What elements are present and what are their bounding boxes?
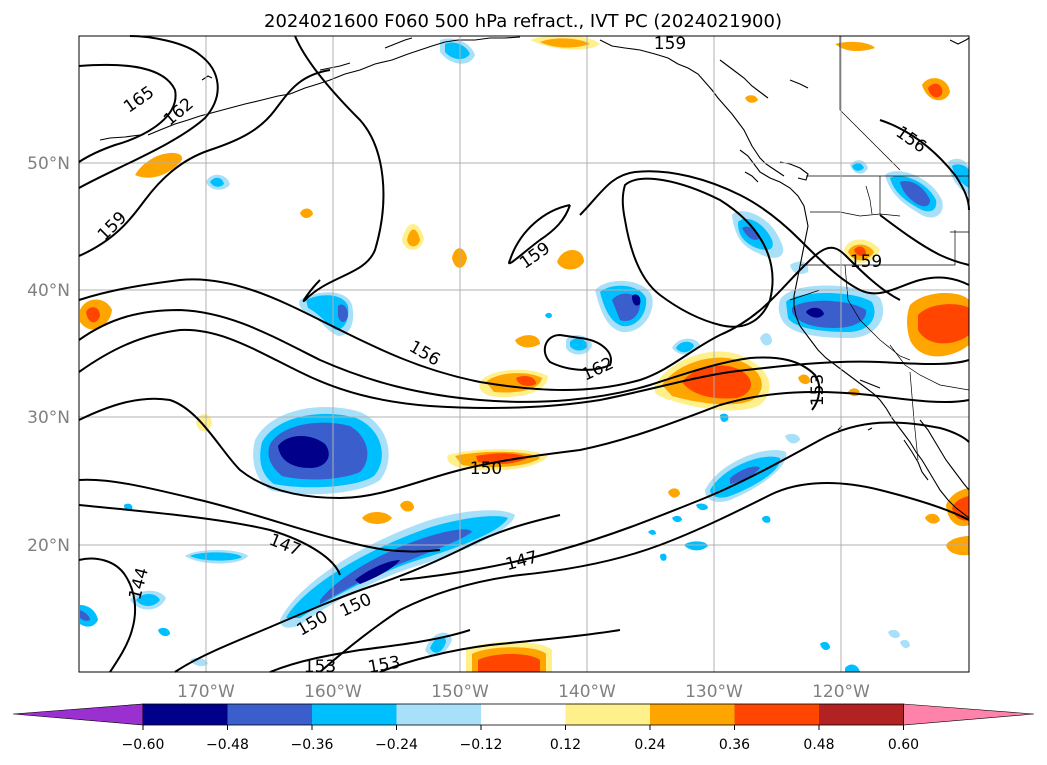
contour-162	[78, 35, 219, 189]
colorbar-tick-label: −0.24	[375, 737, 418, 753]
lon-label: 170°W	[177, 682, 235, 702]
positive-anomaly-fills	[80, 35, 969, 672]
colorbar-segment	[734, 704, 819, 725]
contour-150-arc	[78, 328, 970, 409]
lat-label: 40°N	[27, 281, 70, 301]
contour-156-main	[78, 246, 901, 391]
contour-156-ne	[879, 119, 970, 211]
colorbar-tick-label: 0.36	[719, 737, 750, 753]
colorbar-extend-right	[903, 703, 1035, 726]
political-borders	[789, 36, 970, 461]
contour-label: 159	[850, 252, 882, 272]
colorbar-tick-label: 0.60	[888, 737, 919, 753]
lon-label: 150°W	[431, 682, 489, 702]
contour-150-southern	[78, 391, 970, 500]
colorbar-segment	[143, 704, 228, 725]
negative-anomaly-fills	[80, 38, 969, 672]
colorbar-extend-left	[12, 703, 144, 726]
longitude-labels: 170°W 160°W 150°W 140°W 130°W 120°W	[177, 682, 870, 702]
lat-label: 20°N	[27, 536, 70, 556]
lat-label: 30°N	[27, 408, 70, 428]
contour-144	[78, 557, 137, 673]
contour-label: 153	[808, 374, 828, 406]
colorbar: −0.60 −0.48 −0.36 −0.24 −0.12 0.12 0.24 …	[12, 703, 1035, 753]
contour-159-ne	[879, 214, 970, 266]
contour-150-south-east	[319, 482, 970, 673]
coastlines	[99, 36, 970, 519]
contour-165	[78, 63, 177, 163]
colorbar-tick-label: 0.12	[550, 737, 581, 753]
gridlines	[79, 36, 969, 672]
refractivity-contours	[78, 35, 970, 673]
contour-159-north	[294, 35, 385, 302]
contour-156-inner	[621, 177, 774, 328]
colorbar-segment	[396, 704, 481, 725]
contour-label: 150	[470, 459, 502, 479]
contour-label: 153	[366, 652, 401, 677]
latitude-labels: 50°N 40°N 30°N 20°N	[27, 154, 70, 556]
contour-label: 153	[304, 657, 336, 677]
colorbar-tick-label: 0.24	[634, 737, 665, 753]
lon-label: 120°W	[812, 682, 870, 702]
contour-162-small	[543, 333, 612, 371]
colorbar-segment	[819, 704, 904, 725]
colorbar-segment	[650, 704, 735, 725]
figure-title: 2024021600 F060 500 hPa refract., IVT PC…	[264, 11, 782, 32]
colorbar-ticks	[142, 725, 904, 730]
colorbar-tick-label: −0.12	[460, 737, 503, 753]
colorbar-tick-label: −0.36	[291, 737, 334, 753]
lon-label: 130°W	[685, 682, 743, 702]
colorbar-segment	[481, 704, 566, 725]
colorbar-tick-label: −0.60	[122, 737, 165, 753]
contour-147-upper	[78, 478, 441, 553]
contour-147-lower	[399, 421, 970, 581]
contour-label: 159	[654, 34, 686, 54]
contour-150-south-west	[174, 514, 561, 673]
colorbar-tick-label: 0.48	[803, 737, 834, 753]
colorbar-segment	[312, 704, 397, 725]
map-panel: 165 162 159 159 156 162 153 159 156 150 …	[78, 34, 970, 678]
colorbar-segment	[565, 704, 650, 725]
contour-159-central	[508, 204, 571, 265]
contour-159-east	[579, 170, 970, 295]
lon-label: 140°W	[558, 682, 616, 702]
lon-label: 160°W	[304, 682, 362, 702]
contour-147-middle	[78, 504, 341, 576]
contour-153-south	[269, 629, 471, 673]
contour-159-west	[78, 69, 331, 257]
colorbar-tick-label: −0.48	[206, 737, 249, 753]
contour-153-arc	[78, 308, 821, 411]
colorbar-segment	[227, 704, 312, 725]
contour-153-south-2	[379, 629, 621, 673]
lat-label: 50°N	[27, 154, 70, 174]
